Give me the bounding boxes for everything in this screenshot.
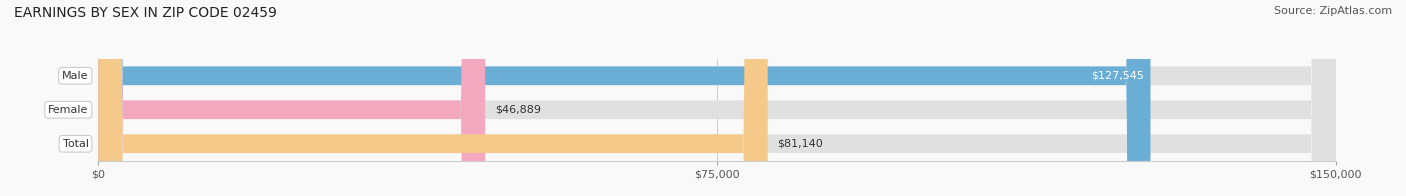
Text: Female: Female xyxy=(48,105,89,115)
FancyBboxPatch shape xyxy=(98,0,485,196)
Text: Total: Total xyxy=(62,139,89,149)
FancyBboxPatch shape xyxy=(98,0,1336,196)
Text: $127,545: $127,545 xyxy=(1091,71,1144,81)
Text: $46,889: $46,889 xyxy=(495,105,541,115)
FancyBboxPatch shape xyxy=(98,0,1336,196)
Text: Source: ZipAtlas.com: Source: ZipAtlas.com xyxy=(1274,6,1392,16)
Text: EARNINGS BY SEX IN ZIP CODE 02459: EARNINGS BY SEX IN ZIP CODE 02459 xyxy=(14,6,277,20)
Text: $81,140: $81,140 xyxy=(778,139,824,149)
FancyBboxPatch shape xyxy=(98,0,1150,196)
FancyBboxPatch shape xyxy=(98,0,768,196)
Text: Male: Male xyxy=(62,71,89,81)
FancyBboxPatch shape xyxy=(98,0,1336,196)
